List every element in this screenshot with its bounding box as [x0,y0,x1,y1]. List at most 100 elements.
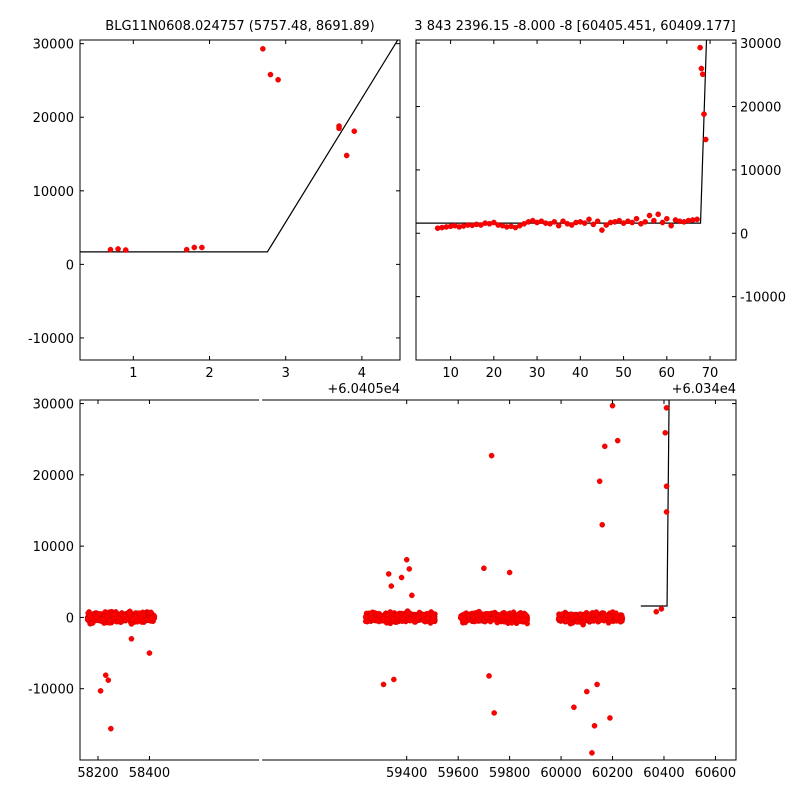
data-point [653,608,660,615]
data-point [405,610,412,617]
data-point [114,618,121,625]
plot-area [80,40,399,253]
data-point [586,216,592,223]
data-point [699,71,706,78]
bottom-plot: 58200 58400 59400 59600 59800 60000 60200 60400… [28,398,737,781]
data-point [399,615,406,622]
data-point [425,615,431,622]
x-tick-label: 58400 [129,766,170,781]
chart-title: BLG11N0608.024757 (5757.48, 8691.89) [105,19,374,34]
plot-area [416,40,709,233]
data-point [97,688,104,694]
data-point [589,750,595,756]
data-point [577,611,584,617]
data-point [380,616,387,622]
data-point [663,509,670,515]
data-point [115,246,121,252]
axes-frame [79,399,737,761]
data-point [651,217,657,224]
top-left-plot: 1 2 3 4 -10000 0 10000 20000 30000 BLG11N0608.024… [28,19,401,397]
data-point [663,483,670,490]
data-point [107,246,114,253]
x-tick-label: 60200 [592,766,633,781]
data-point [407,617,414,624]
data-point [429,618,436,624]
data-point [571,704,577,711]
data-point [655,211,661,218]
data-point [470,613,476,620]
data-point [130,616,136,623]
data-point [559,611,565,618]
x-tick-label: 58200 [77,766,118,781]
data-point [702,136,709,143]
data-point [380,681,387,688]
data-point [420,611,427,618]
data-point [148,609,154,616]
x-tick-label: 10 [442,366,459,381]
data-point [481,565,487,572]
y-tick-label: -10000 [28,332,74,347]
x-tick-label: 60400 [643,766,684,781]
x-tick-label: 50 [615,366,632,381]
data-point [368,614,375,621]
data-point [568,222,575,228]
data-point [664,215,670,222]
data-point [484,614,490,620]
data-point [93,614,99,620]
x-offset-label: +6.034e4 [672,382,736,397]
y-tick-label: 10000 [33,185,74,200]
data-point [607,715,613,721]
data-point [606,615,612,621]
data-point [642,219,648,225]
data-point [406,566,413,572]
data-point [585,612,592,619]
data-point [385,571,392,577]
model-line [416,40,708,224]
data-point [593,609,600,616]
data-point [128,636,135,642]
model-line [640,400,670,607]
data-point [697,44,703,51]
data-point [495,612,502,619]
x-tick-label: 4 [358,366,366,381]
y-tick-label: 20000 [33,111,74,126]
data-point [100,616,107,623]
data-point [663,405,670,411]
y-tick-label: 30000 [33,398,74,413]
data-point [148,615,155,621]
data-point [336,125,342,132]
data-point [105,677,112,683]
data-point [391,676,397,683]
data-point [591,722,598,729]
y-tick-label: -10000 [28,683,74,698]
x-tick-label: 40 [572,366,589,381]
data-point [614,437,621,444]
data-point [633,215,640,222]
y-tick-label: 0 [66,258,74,273]
axis-break-bottom [259,758,263,761]
data-point [602,443,608,450]
axis-break-top [259,399,263,402]
data-point [599,227,605,233]
data-point [267,71,274,78]
data-point [121,613,128,620]
data-point [646,212,653,219]
x-tick-label: 60600 [695,766,736,781]
top-right-plot: 10 20 30 40 50 60 70 -10000 0 10000 20000 30000 3 84… [414,19,786,397]
data-point [488,452,495,459]
data-point [698,65,705,72]
data-point [581,220,588,226]
y-tick-label: 20000 [33,469,74,484]
data-point [701,111,707,117]
data-point [122,247,129,253]
x-tick-label: 20 [486,366,503,381]
x-offset-label: +6.0405e4 [327,382,400,397]
data-point [111,611,117,618]
data-point [87,612,94,619]
data-point [629,219,636,226]
data-point [516,611,522,618]
chart-title: 3 843 2396.15 -8.000 -8 [60405.451, 6040… [414,19,735,34]
data-point [362,614,369,621]
data-point [551,219,558,225]
